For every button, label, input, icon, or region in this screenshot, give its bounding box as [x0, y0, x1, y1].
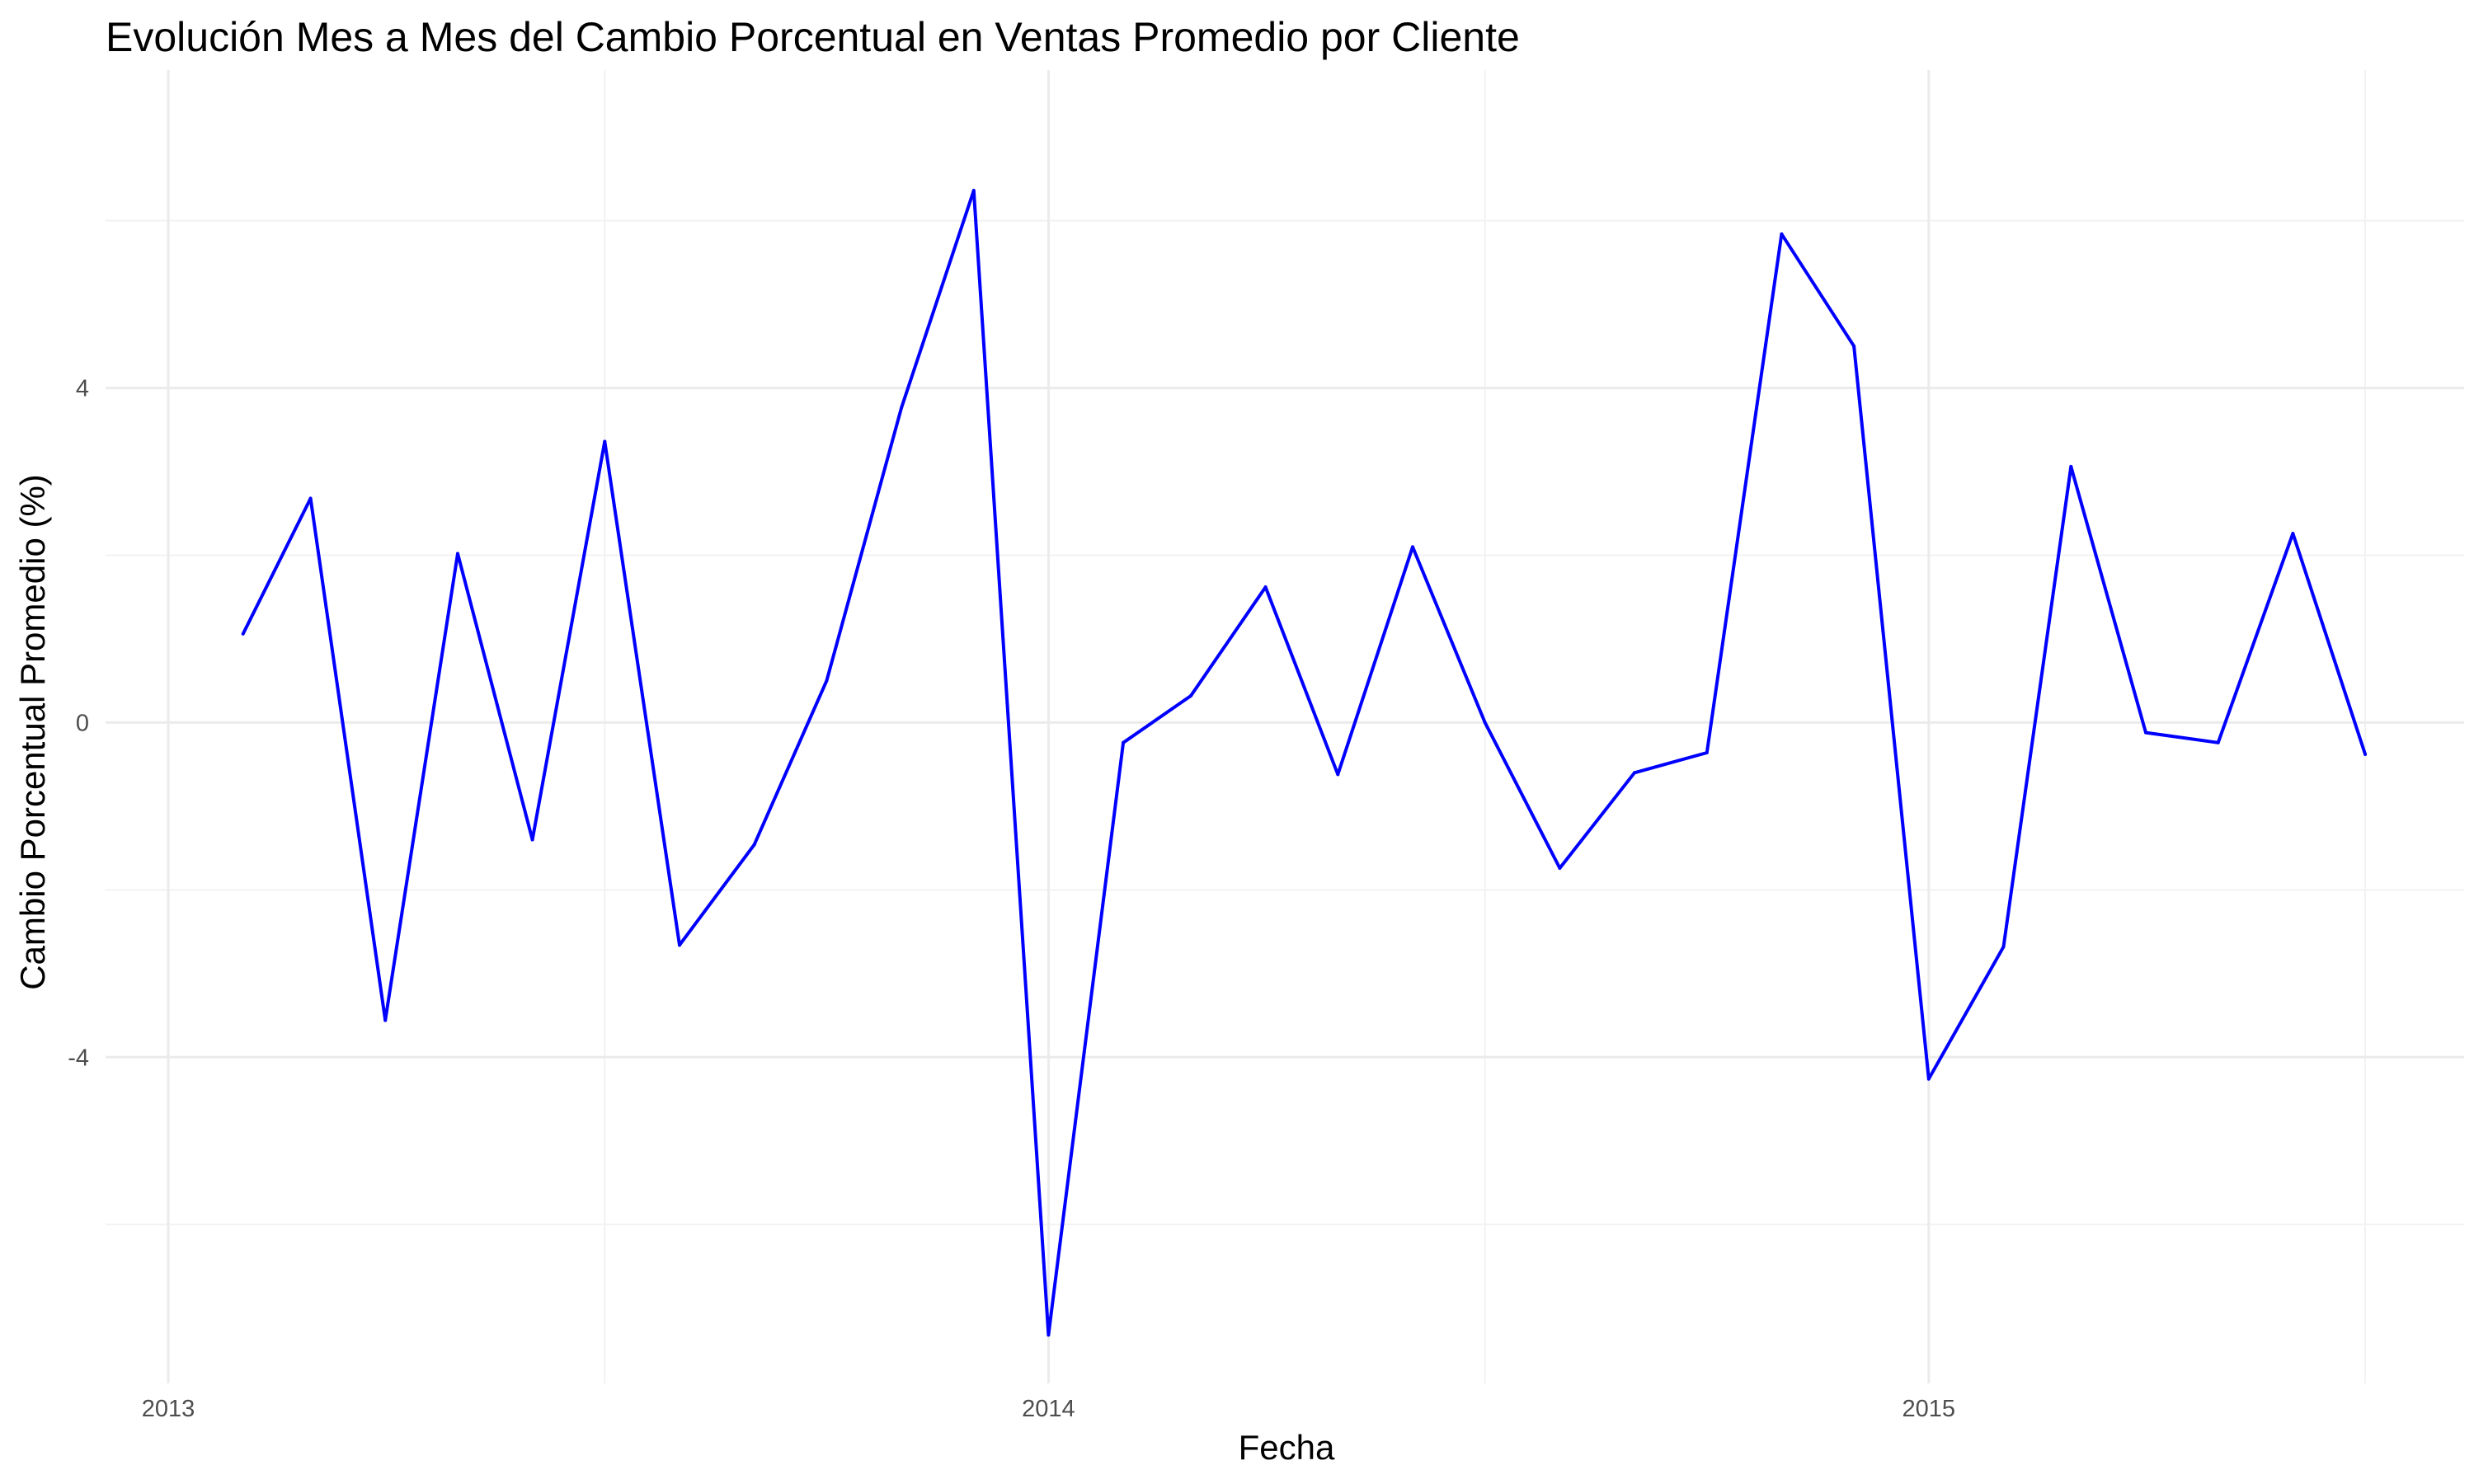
tick-labels: 4 0 -4 2013 2014 2015	[68, 376, 1955, 1422]
data-point-29	[2363, 752, 2368, 756]
data-point-10	[971, 189, 976, 193]
data-point-11	[1047, 1333, 1051, 1337]
series-line-0	[241, 189, 2368, 1337]
data-point-25	[2069, 464, 2073, 468]
data-point-17	[1483, 721, 1487, 725]
y-axis-title: Cambio Porcentual Promedio (%)	[13, 474, 52, 990]
data-point-2	[383, 1018, 388, 1022]
data-point-24	[2001, 945, 2006, 949]
data-point-0	[241, 632, 245, 636]
data-point-18	[1558, 866, 1562, 870]
y-tick-label-0: 4	[76, 376, 89, 402]
y-tick-label-2: -4	[68, 1045, 89, 1071]
data-point-13	[1188, 693, 1192, 697]
data-point-22	[1852, 344, 1856, 348]
x-tick-label-1: 2014	[1022, 1396, 1075, 1422]
data-point-8	[825, 679, 829, 683]
data-point-14	[1263, 585, 1268, 589]
data-point-23	[1926, 1077, 1931, 1081]
data-point-15	[1336, 773, 1340, 777]
data-point-5	[603, 439, 607, 444]
data-point-6	[677, 943, 681, 947]
data-point-12	[1122, 740, 1126, 744]
x-tick-label-0: 2013	[142, 1396, 195, 1422]
chart-title: Evolución Mes a Mes del Cambio Porcentua…	[106, 14, 1520, 60]
data-point-19	[1633, 771, 1637, 775]
data-point-9	[900, 406, 904, 410]
data-point-4	[530, 838, 534, 842]
x-tick-label-2: 2015	[1903, 1396, 1956, 1422]
data-point-16	[1410, 545, 1414, 549]
x-axis-title: Fecha	[1239, 1428, 1335, 1467]
y-tick-label-1: 0	[76, 710, 89, 736]
data-point-26	[2143, 730, 2147, 735]
data-point-1	[308, 496, 313, 500]
data-point-27	[2216, 740, 2220, 744]
data-point-28	[2291, 532, 2295, 536]
data-point-3	[455, 552, 459, 556]
series-layer	[241, 189, 2368, 1337]
data-point-20	[1705, 750, 1709, 754]
data-point-21	[1780, 232, 1784, 236]
data-point-7	[752, 843, 756, 847]
grid	[106, 70, 2464, 1383]
